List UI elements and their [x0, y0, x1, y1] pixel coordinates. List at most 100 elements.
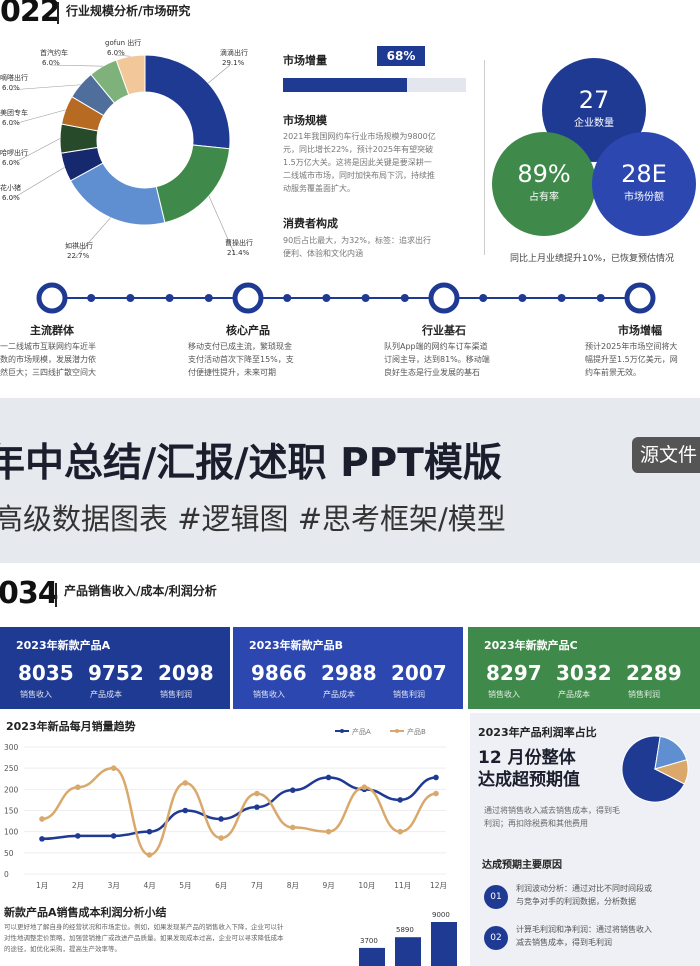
- x-tick-label: 3月: [108, 881, 120, 890]
- card-value: 8297: [486, 661, 542, 685]
- header-divider: [57, 2, 59, 24]
- reason-01-text: 利润波动分析：通过对比不同时间段或 与竞争对手的利润数据，分析数据: [516, 884, 652, 906]
- product-card-3: 2023年新款产品C 8297 销售收入 3032 产品成本 2289 销售利润: [468, 627, 700, 709]
- x-tick-label: 7月: [251, 881, 263, 890]
- timeline-desc-4: 预计2025年市场空间将大 幅提升至1.5万亿美元，网 约车前景无效。: [585, 342, 678, 377]
- timeline-label-2: 核心产品: [226, 324, 270, 337]
- product-card-1: 2023年新款产品A 8035 销售收入 9752 产品成本 2098 销售利润: [0, 627, 230, 709]
- x-tick-label: 11月: [394, 881, 411, 890]
- banner-subtitle: 高级数据图表 #逻辑图 #思考框架/模型: [0, 502, 506, 536]
- data-point: [254, 790, 260, 797]
- card-title: 2023年新款产品B: [249, 639, 343, 652]
- legend-label: 产品A: [352, 727, 371, 736]
- card-value: 8035: [18, 661, 74, 685]
- timeline-dot: [126, 294, 135, 302]
- y-tick-label: 50: [4, 849, 14, 858]
- timeline-dot: [87, 294, 96, 302]
- data-point: [325, 828, 332, 835]
- legend-label: 产品B: [407, 727, 426, 736]
- section-title-top: 行业规模分析/市场研究: [66, 4, 191, 18]
- donut-leader-5: [9, 109, 66, 126]
- market-size-title: 市场规模: [283, 114, 327, 127]
- legend-marker: [340, 729, 344, 733]
- card-value-label: 销售利润: [393, 690, 425, 699]
- donut-leader-1: [208, 195, 236, 256]
- data-point: [182, 807, 189, 814]
- card-value: 2007: [391, 661, 447, 685]
- card-value-label: 销售收入: [488, 690, 520, 699]
- line-chart-title: 2023年新品每月销量趋势: [6, 720, 136, 733]
- data-point: [39, 816, 45, 822]
- donut-leader-6: [9, 84, 81, 91]
- pie-slice-2: [653, 759, 689, 785]
- timeline-dot: [322, 294, 331, 302]
- series-line-产品A: [41, 776, 437, 841]
- timeline-track: [36, 282, 656, 314]
- donut-label-0: 滴滴出行: [220, 48, 248, 57]
- card-value: 3032: [556, 661, 612, 685]
- timeline-node-2: [232, 282, 264, 314]
- timeline-label-1: 主流群体: [30, 324, 74, 337]
- mini-bar-label: 3700: [360, 937, 378, 945]
- mini-bar-label: 5890: [396, 926, 414, 934]
- donut-leader-8: [114, 54, 131, 57]
- timeline-label-3: 行业基石: [422, 324, 466, 337]
- donut-leader-3: [9, 167, 65, 201]
- timeline-label-4: 市场增幅: [618, 324, 662, 337]
- donut-pct-3: 6.0%: [2, 194, 20, 202]
- consumer-title: 消费者构成: [283, 217, 338, 230]
- x-tick-label: 6月: [215, 881, 227, 890]
- donut-label-6: 嘀嗒出行: [0, 73, 28, 82]
- y-tick-label: 300: [4, 743, 19, 752]
- source-file-tag[interactable]: 源文件: [632, 437, 700, 473]
- card-value: 9752: [88, 661, 144, 685]
- x-tick-label: 5月: [179, 881, 191, 890]
- timeline-node-3: [428, 282, 460, 314]
- market-share-donut: 滴滴出行 29.1% 曹操出行 21.4% 如祺出行 22.7% 花小猪 6.0% 哈啰出行 6.…: [0, 38, 253, 260]
- banner-title: 年中总结/汇报/述职 PPT模版: [0, 441, 502, 486]
- timeline-dot: [361, 294, 370, 302]
- card-value-label: 销售利润: [160, 690, 192, 699]
- donut-pct-8: 6.0%: [107, 49, 125, 57]
- reasons-title: 达成预期主要原因: [482, 860, 562, 871]
- summary-title: 新款产品A销售成本利润分析小结: [4, 906, 167, 919]
- donut-label-7: 首汽约车: [40, 48, 68, 57]
- card-value: 9866: [251, 661, 307, 685]
- data-point: [39, 836, 45, 842]
- donut-pct-2: 22.7%: [67, 252, 90, 260]
- section-title-bottom: 产品销售收入/成本/利润分析: [64, 584, 217, 598]
- data-point: [182, 780, 189, 786]
- x-tick-label: 1月: [36, 881, 48, 890]
- x-tick-label: 2月: [72, 881, 84, 890]
- vertical-divider: [484, 60, 485, 255]
- market-growth-tag: 68%: [377, 46, 425, 66]
- section-number-top: 022: [0, 0, 61, 29]
- data-point: [325, 774, 332, 781]
- y-tick-label: 250: [4, 764, 19, 773]
- donut-pct-7: 6.0%: [42, 59, 60, 67]
- consumer-text: 90后占比最大，为32%，标签：追求出行 便利、体验和文化内涵: [283, 236, 431, 258]
- data-point: [361, 784, 368, 791]
- banner: [0, 398, 700, 563]
- market-growth-bar-fill: [283, 78, 408, 92]
- card-title: 2023年新款产品A: [16, 639, 111, 652]
- donut-slice-1: [155, 144, 231, 224]
- data-point: [110, 765, 117, 771]
- profit-panel-title: 2023年产品利润率占比: [478, 726, 597, 739]
- y-tick-label: 0: [4, 870, 9, 879]
- donut-label-5: 美团专车: [0, 108, 28, 117]
- timeline-desc-2: 移动支付已成主流，繁琐现金 支付活动首次下降至15%，支 付便捷性提升，未来可期: [188, 342, 294, 377]
- card-value: 2098: [158, 661, 214, 685]
- data-point: [397, 828, 403, 835]
- card-value-label: 产品成本: [323, 690, 355, 699]
- card-value: 2988: [321, 661, 377, 685]
- card-value-label: 销售利润: [628, 690, 660, 699]
- data-point: [289, 787, 296, 793]
- data-point: [218, 816, 224, 822]
- donut-label-2: 如祺出行: [65, 241, 93, 250]
- timeline-dot: [596, 294, 605, 302]
- card-value-label: 产品成本: [558, 690, 590, 699]
- market-growth-bar-track: [283, 78, 466, 92]
- timeline-node-4: [624, 282, 656, 314]
- data-point: [433, 774, 439, 781]
